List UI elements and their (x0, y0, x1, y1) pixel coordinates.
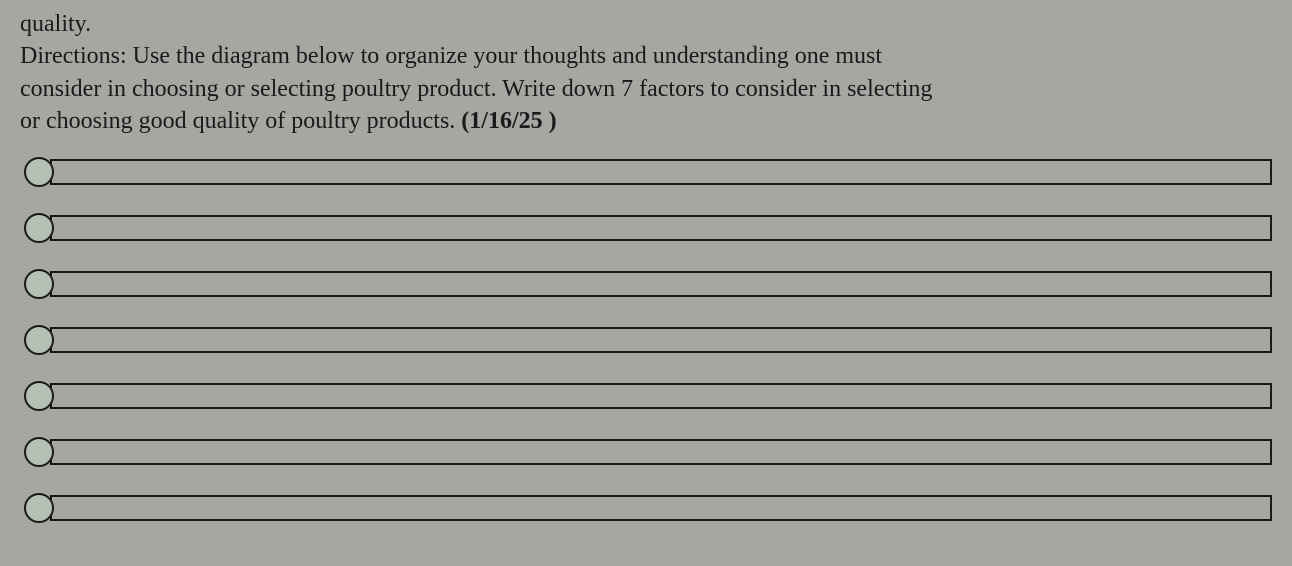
answer-slot[interactable] (50, 215, 1272, 241)
bullet-icon (24, 325, 54, 355)
answer-row (24, 432, 1272, 472)
bullet-icon (24, 213, 54, 243)
text-line-3b: (1/16/25 ) (461, 108, 556, 134)
answer-row (24, 376, 1272, 416)
text-line-2: consider in choosing or selecting poultr… (20, 76, 932, 102)
answer-slot[interactable] (50, 327, 1272, 353)
answer-slot[interactable] (50, 495, 1272, 521)
text-line-0: quality. (20, 11, 91, 37)
instructions-text: quality. Directions: Use the diagram bel… (20, 8, 1272, 138)
answer-row (24, 320, 1272, 360)
answer-diagram (20, 152, 1272, 528)
text-line-1: Directions: Use the diagram below to org… (20, 43, 882, 69)
bullet-icon (24, 437, 54, 467)
bullet-icon (24, 157, 54, 187)
answer-row (24, 152, 1272, 192)
bullet-icon (24, 493, 54, 523)
answer-slot[interactable] (50, 271, 1272, 297)
text-line-3a: or choosing good quality of poultry prod… (20, 108, 461, 134)
bullet-icon (24, 269, 54, 299)
answer-row (24, 208, 1272, 248)
answer-row (24, 488, 1272, 528)
bullet-icon (24, 381, 54, 411)
answer-row (24, 264, 1272, 304)
answer-slot[interactable] (50, 383, 1272, 409)
answer-slot[interactable] (50, 159, 1272, 185)
answer-slot[interactable] (50, 439, 1272, 465)
